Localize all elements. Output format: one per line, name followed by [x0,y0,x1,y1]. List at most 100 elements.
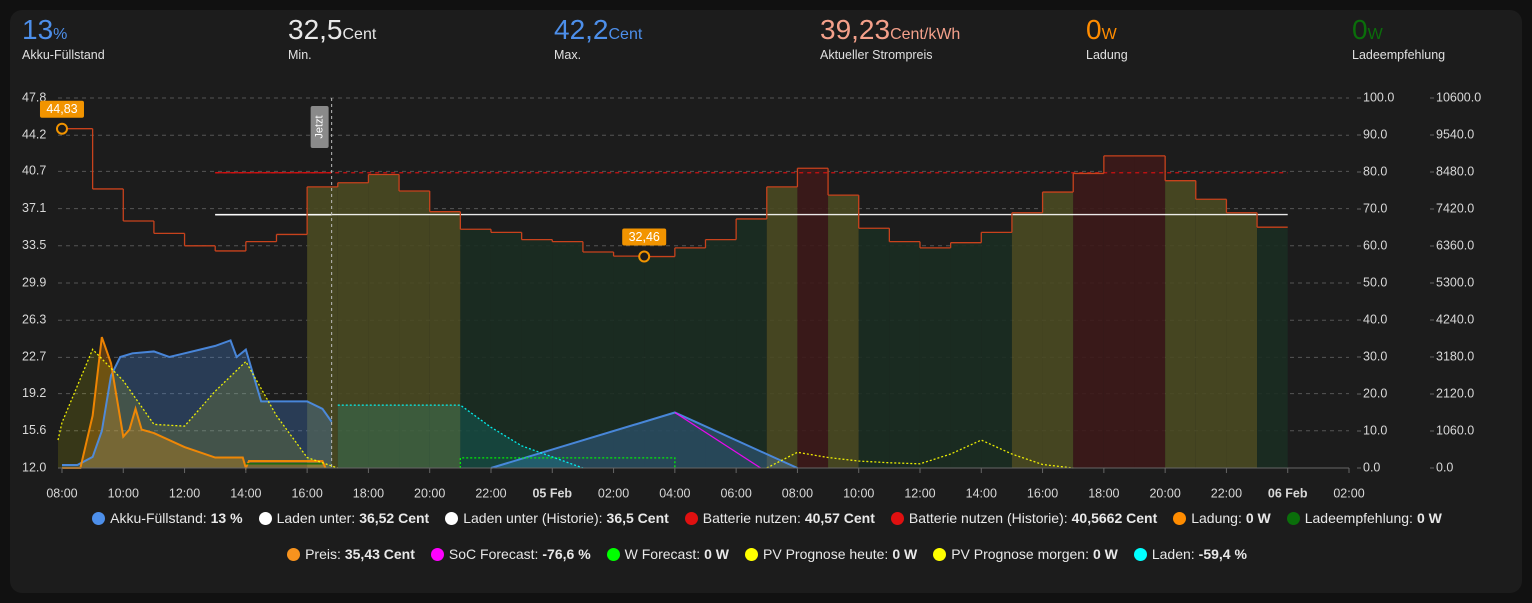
area [337,405,583,468]
y-tick-label: 0.0 [1436,460,1453,474]
stat-unit: % [53,26,68,43]
annotation-point [55,122,68,135]
x-tick-label: 22:00 [475,486,506,500]
price-column [1195,199,1227,468]
y-tick-label: 5300.0 [1436,275,1474,289]
legend-item[interactable]: Ladeempfehlung0 W [1286,508,1442,528]
price-column [919,247,951,468]
stat-value: 39,23 [820,14,891,45]
legend-item[interactable]: Preis35,43 Cent [287,544,415,564]
legend-item[interactable]: Batterie nutzen40,57 Cent [684,508,875,528]
legend-item[interactable]: Laden unter (Historie)36,5 Cent [445,508,669,528]
axes: 12.0 15.6 19.2 22.7 26.3 29.9 33.5 37.1 40.7 44.2… [22,90,1481,500]
legend-value: 0 W [1092,546,1118,562]
price-column [490,232,522,468]
stat-unit: W [1101,26,1117,43]
legend-value: -76,6 % [542,546,591,562]
y-tick-label: 47.8 [22,90,46,104]
legend-item[interactable]: SoC Forecast-76,6 % [430,544,591,564]
y-tick-label: 70.0 [1363,201,1387,215]
legend-item[interactable]: W Forecast0 W [606,544,729,564]
legend-name: PV Prognose morgen [951,546,1093,562]
annotation-point [638,250,651,263]
x-tick-label: 08:00 [46,486,77,500]
y-tick-label: 44.2 [22,128,46,142]
legend-item[interactable]: Laden-59,4 % [1133,544,1247,564]
x-tick-label: 10:00 [843,486,874,500]
x-tick-label: 14:00 [966,486,997,500]
y-tick-label: 12.0 [22,460,46,474]
legend-dot [890,511,904,525]
price-column [399,191,430,468]
legend-item[interactable]: Akku-Füllstand13 % [92,508,243,528]
area [61,337,326,468]
legend-item[interactable]: Batterie nutzen (Historie)40,5662 Cent [890,508,1158,528]
legend-name: SoC Forecast [449,546,542,562]
legend-dot [933,547,947,561]
price-column [460,229,491,468]
y-tick-label: 26.3 [22,313,46,327]
legend-name: Batterie nutzen [703,510,805,526]
y-tick-label: 33.5 [22,238,46,252]
x-tick-label: 02:00 [1333,486,1364,500]
y-tick-label: 6360.0 [1436,238,1474,252]
price-column [307,186,338,468]
x-tick-label: 16:00 [1027,486,1058,500]
y-tick-label: 20.0 [1363,386,1387,400]
legend-dot [745,547,758,561]
price-column [950,242,982,468]
x-tick-label: 10:00 [108,486,139,500]
stat-unit: Cent/kWh [890,26,961,43]
y-tick-label: 80.0 [1363,164,1387,178]
x-tick-label: 06:00 [720,486,751,500]
legend-value: 36,52 Cent [359,510,430,526]
price-column [337,182,369,468]
price-column [981,232,1012,468]
stat-label: Max. [554,48,582,62]
y-tick-label: 8480.0 [1436,164,1474,178]
legend-item[interactable]: PV Prognose morgen0 W [933,544,1118,564]
legend-dot [287,547,301,561]
x-tick-label: 12:00 [169,486,200,500]
x-tick-label: 22:00 [1211,486,1242,500]
price-column [644,256,675,468]
stat-unit: Cent [608,26,643,43]
stat-value: 0 [1352,14,1368,45]
legend-item[interactable]: Laden unter36,52 Cent [258,508,430,528]
legend-value: -59,4 % [1198,546,1247,562]
y-tick-label: 60.0 [1363,238,1387,252]
legend-dot [1286,511,1300,525]
legend-dot [92,511,106,525]
legend-value: 36,5 Cent [606,510,669,526]
y-tick-label: 30.0 [1363,349,1387,363]
price-column [521,239,553,468]
legend-value: 40,5662 Cent [1071,510,1158,526]
price-columns [307,155,1288,469]
legend-name: Ladeempfehlung [1305,510,1417,526]
legend-dot [258,511,272,525]
price-column [858,228,890,468]
price-column [1042,192,1074,468]
y-tick-label: 40.7 [22,164,46,178]
x-tick-label: 18:00 [353,486,384,500]
y-tick-label: 15.6 [22,423,46,437]
legend-item[interactable]: PV Prognose heute0 W [745,544,917,564]
series-line [766,439,1074,469]
price-column [674,247,706,468]
series-line [459,457,676,468]
y-tick-label: 10.0 [1363,423,1387,437]
lines [57,128,1288,471]
legend-name: Laden [1152,546,1199,562]
x-tick-label: 14:00 [230,486,261,500]
y-tick-label: 4240.0 [1436,312,1474,326]
y-tick-label: 22.7 [22,350,46,364]
y-tick-label: 1060.0 [1436,423,1474,437]
legend-name: Batterie nutzen (Historie) [909,510,1072,526]
legend-dot [430,547,444,561]
stat: 0W Ladeempfehlung [1352,14,1445,62]
stat: 13% Akku-Füllstand [22,14,105,62]
annotation-box [39,100,84,118]
